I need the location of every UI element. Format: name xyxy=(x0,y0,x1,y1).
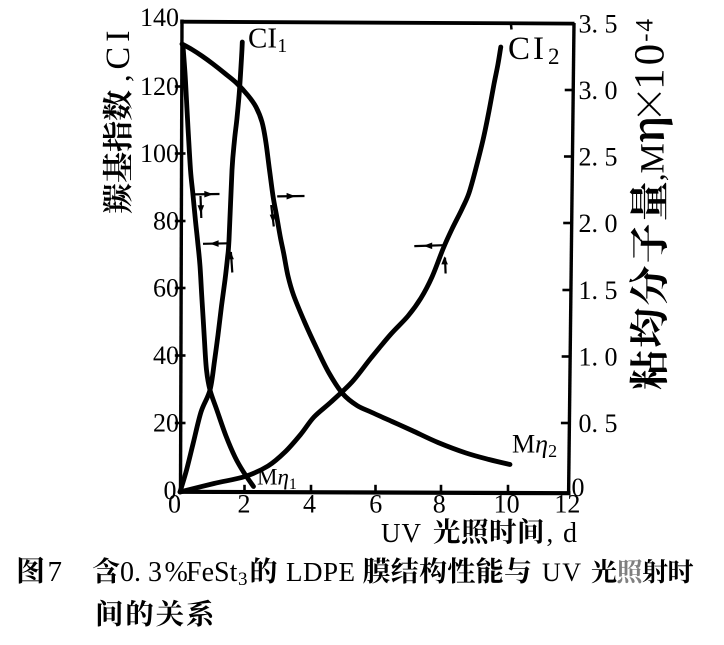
svg-text:FeSt: FeSt xyxy=(186,557,238,588)
svg-text:d: d xyxy=(563,518,577,549)
svg-text:CI: CI xyxy=(508,31,547,67)
svg-text:120: 120 xyxy=(140,72,179,101)
svg-text:100: 100 xyxy=(140,139,179,168)
svg-text:140: 140 xyxy=(140,3,179,32)
svg-text:0: 0 xyxy=(168,490,181,519)
svg-text:UV: UV xyxy=(542,558,583,587)
svg-text:1: 1 xyxy=(277,35,287,57)
svg-text:40: 40 xyxy=(153,341,179,370)
svg-text:4: 4 xyxy=(303,490,316,519)
svg-text:12: 12 xyxy=(554,490,580,519)
svg-text:3: 3 xyxy=(148,557,162,588)
svg-text:20: 20 xyxy=(153,409,179,438)
svg-text:LDPE: LDPE xyxy=(286,557,356,587)
svg-text:0. 5: 0. 5 xyxy=(579,409,618,438)
svg-text:2: 2 xyxy=(548,44,560,69)
svg-text:3: 3 xyxy=(238,569,248,590)
svg-text:7: 7 xyxy=(48,556,63,588)
svg-text:CI: CI xyxy=(248,23,277,55)
svg-text:,: , xyxy=(547,518,554,548)
svg-text:Mη: Mη xyxy=(257,465,289,490)
svg-text:2: 2 xyxy=(548,441,557,461)
svg-text:10: 10 xyxy=(494,490,520,519)
svg-text:1. 0: 1. 0 xyxy=(579,342,618,371)
svg-text:Mη: Mη xyxy=(512,430,548,459)
svg-text:6: 6 xyxy=(369,490,382,519)
svg-text:2. 0: 2. 0 xyxy=(579,209,618,238)
svg-text:2. 5: 2. 5 xyxy=(579,142,618,171)
svg-text:60: 60 xyxy=(153,274,179,303)
svg-text:2: 2 xyxy=(238,490,251,519)
svg-text:1. 5: 1. 5 xyxy=(579,276,618,305)
svg-text:1: 1 xyxy=(289,476,297,493)
svg-text:80: 80 xyxy=(153,207,179,236)
svg-text:8: 8 xyxy=(433,490,446,519)
svg-text:3. 0: 3. 0 xyxy=(579,76,618,105)
svg-text:UV: UV xyxy=(381,518,422,548)
svg-text:%: % xyxy=(165,557,188,588)
svg-text:3. 5: 3. 5 xyxy=(579,9,618,38)
svg-text:0.: 0. xyxy=(120,557,141,588)
